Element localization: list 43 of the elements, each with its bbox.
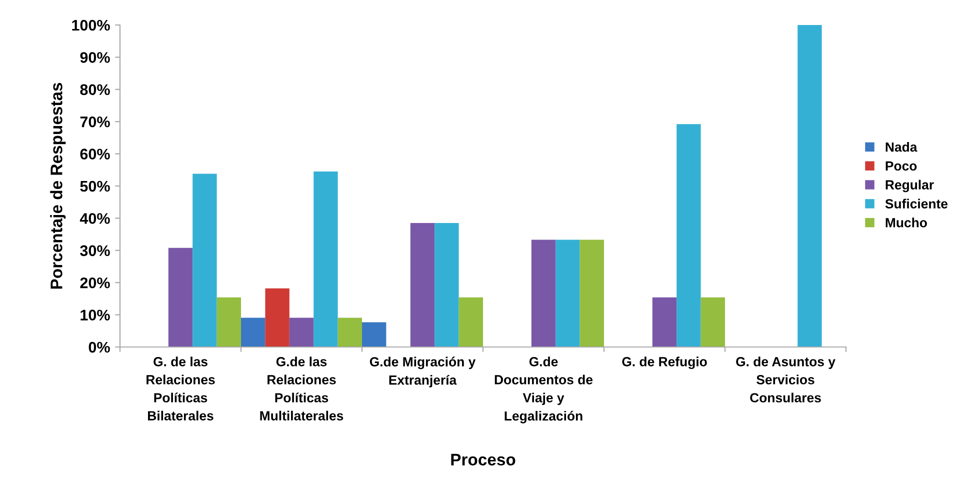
bar — [434, 223, 459, 347]
bar — [289, 318, 314, 347]
y-tick-label: 80% — [80, 84, 110, 96]
y-tick-label: 60% — [80, 148, 110, 160]
bar — [652, 297, 677, 347]
x-tick-label: G.de Migración y Extranjería — [370, 356, 476, 388]
bar — [362, 322, 386, 347]
legend-label: Poco — [886, 161, 917, 171]
bar — [216, 297, 241, 347]
bar — [531, 240, 556, 347]
bar — [338, 318, 362, 347]
bar — [410, 223, 435, 347]
y-tick-label: 70% — [80, 116, 110, 128]
x-tick-label: G. de Refugio — [622, 356, 707, 370]
legend-label: Mucho — [886, 218, 927, 228]
x-tick-label: G. de Asuntos y Servicios Consulares — [736, 356, 836, 402]
bar — [700, 297, 725, 347]
legend-label: Regular — [886, 180, 934, 192]
bar — [192, 174, 217, 347]
y-tick-label: 40% — [80, 213, 110, 224]
bar — [580, 240, 604, 347]
bar — [314, 172, 338, 347]
legend-label: Suficiente — [885, 198, 948, 208]
bar — [798, 25, 822, 347]
y-tick-label: 90% — [80, 52, 110, 63]
x-tick-label: G.de Documentos de Viaje y Legalización — [494, 356, 593, 424]
y-tick-label: 0% — [88, 342, 110, 353]
bar — [458, 297, 483, 347]
bar — [676, 124, 701, 347]
bar — [241, 318, 266, 347]
y-tick-label: 20% — [80, 277, 110, 288]
bar — [556, 240, 580, 347]
y-axis-title: Porcentaje de Respuestas — [50, 82, 66, 289]
y-tick-label: 50% — [80, 180, 110, 192]
legend-label: Nada — [886, 142, 918, 152]
y-tick-label: 30% — [80, 245, 110, 256]
x-tick-label: G. de las Relaciones Políticas Bilaterales — [146, 356, 215, 420]
bar — [265, 288, 290, 347]
y-tick-label: 10% — [80, 310, 110, 320]
x-axis-title: Proceso — [451, 454, 516, 466]
y-tick-label: 100% — [72, 20, 110, 31]
x-tick-label: G.de las Relaciones Políticas Multilaterales — [260, 356, 344, 420]
bar — [168, 248, 193, 347]
